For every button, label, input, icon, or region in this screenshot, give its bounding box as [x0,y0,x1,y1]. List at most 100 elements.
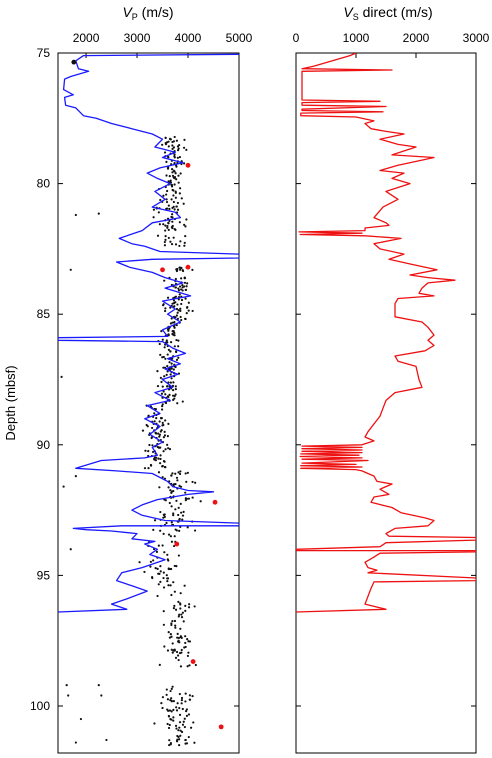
vp-sample-point [182,146,186,149]
vp-sample-point [172,581,175,584]
vp-sample-point [180,266,183,270]
vp-sample-point [177,636,180,640]
vp-sample-point [167,726,171,730]
vp-outlier-point [62,485,65,488]
vp-sample-point [159,462,162,465]
vp-sample-point [143,570,146,574]
vp-outlier-point [69,548,72,551]
vp-sample-point [186,665,189,668]
vp-sample-point [159,454,162,457]
vp-sample-point [184,692,187,695]
vp-sample-point [179,470,182,473]
vp-sample-point [172,719,175,722]
vp-sample-point [166,435,169,438]
vp-sample-point [163,515,166,519]
vp-sample-point [150,436,153,440]
vp-outlier-point [67,694,70,697]
vp-sample-point [184,700,187,703]
vp-sample-point [158,486,161,489]
vp-sample-point [183,584,186,587]
vp-sample-point [174,608,178,611]
vp-sample-point [174,393,177,396]
vp-sample-point [177,554,180,557]
vp-sample-point [182,510,185,514]
vp-sample-point [163,151,167,154]
vp-sample-point [173,227,176,231]
vp-sample-point [177,615,180,618]
vp-sample-point [146,425,149,428]
right-xtick-label: 3000 [463,31,490,45]
vp-sample-point [183,281,187,284]
vp-sample-point [165,339,168,342]
vp-sample-point [178,744,181,747]
vp-sample-point [180,699,184,702]
right-marks [296,53,476,613]
vp-sample-point [166,189,169,193]
vp-log-line [58,53,239,613]
vp-sample-point [175,565,178,568]
vp-sample-point [171,357,174,360]
vp-sample-point [158,663,161,666]
vp-sample-point [170,700,173,703]
vp-sample-point [187,309,190,312]
vp-sample-point [164,224,167,227]
vp-sample-point [183,138,186,141]
vp-sample-point [167,533,171,536]
vp-sample-point [170,183,173,186]
vp-sample-point [176,208,180,211]
vp-sample-point [173,564,176,568]
vp-sample-point [177,181,180,184]
vp-sample-point [162,532,165,536]
vp-sample-point [165,373,168,376]
vp-sample-point [179,502,182,505]
vp-sample-point [194,663,197,667]
vp-sample-point [164,235,167,238]
vp-sample-point [178,285,182,288]
vp-sample-point [187,735,190,739]
vp-sample-point [178,155,181,159]
vp-sample-point [174,656,178,659]
vp-sample-point [161,421,164,424]
vp-sample-point [181,707,184,711]
vp-sample-point [181,269,184,272]
vp-sample-point [186,305,189,309]
vp-sample-point [161,385,164,388]
vp-sample-point [157,211,160,214]
vp-sample-point [172,512,175,515]
vp-sample-point [166,226,169,229]
vp-sample-point [175,727,178,730]
vp-sample-point [173,535,176,538]
vp-sample-point [175,706,178,709]
vp-sample-point [181,283,184,287]
vp-sample-point [186,282,189,285]
vp-sample-point [169,584,172,587]
vp-sample-point [167,422,170,425]
vp-sample-point [172,398,175,401]
vp-sample-point [172,146,176,149]
vp-sample-point [188,694,192,697]
vp-sample-point [179,607,182,610]
vp-sample-point [183,725,186,729]
vp-sample-point [171,642,174,645]
vp-sample-point [182,620,185,623]
vp-sample-point [163,346,166,349]
vp-sample-point [179,603,182,606]
vp-sample-point [174,295,178,298]
vp-sample-point [184,225,187,228]
vp-sample-point [172,716,175,719]
vp-sample-point [176,317,180,320]
vp-sample-point [173,176,176,180]
vp-sample-point [173,320,176,324]
vp-sample-point [168,448,172,451]
vp-sample-point [162,513,165,516]
vp-sample-point [167,395,170,399]
vp-sample-point [169,742,172,745]
vp-sample-point [173,590,176,593]
vp-sample-point [156,567,159,570]
vp-sample-point [167,348,170,351]
vp-sample-point [174,365,177,369]
vp-sample-point [158,342,161,346]
vp-highlight-point [174,541,180,547]
vp-sample-point [166,577,170,580]
vp-sample-point [194,481,197,484]
